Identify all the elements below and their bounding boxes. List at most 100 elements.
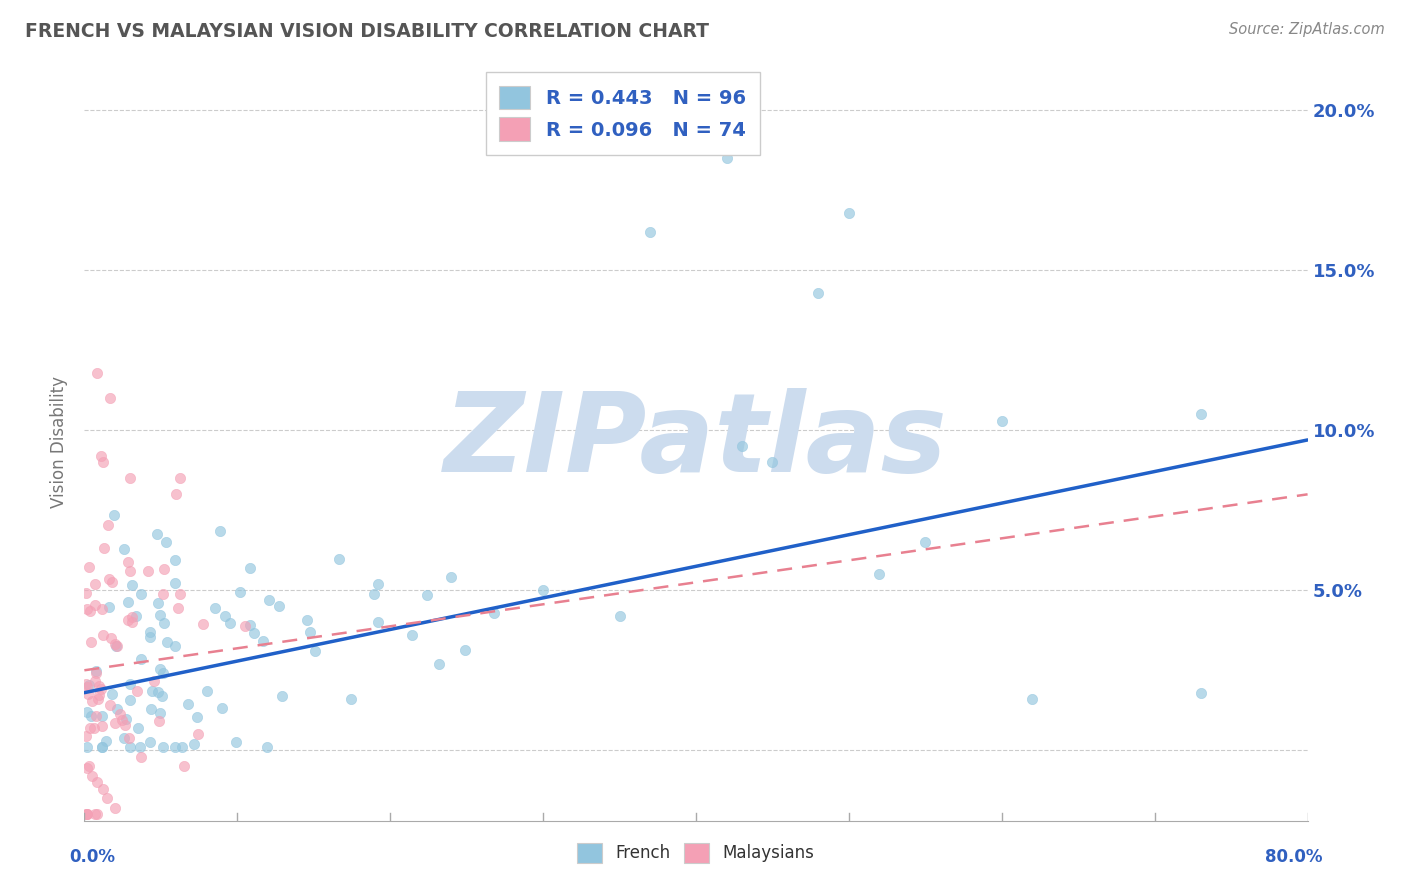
Text: FRENCH VS MALAYSIAN VISION DISABILITY CORRELATION CHART: FRENCH VS MALAYSIAN VISION DISABILITY CO… (25, 22, 709, 41)
Point (91, 602, 114, 616)
Point (76, 681, 98, 695)
Point (118, 740, 141, 755)
Point (156, 634, 179, 648)
Point (98, 698, 121, 712)
Point (165, 487, 187, 501)
Point (83, 721, 105, 735)
Point (90, 709, 112, 723)
Point (183, 738, 205, 752)
Point (139, 630, 162, 644)
Point (166, 601, 188, 615)
Point (193, 617, 215, 632)
Point (105, 702, 128, 716)
Point (121, 578, 143, 592)
Point (76, 740, 98, 755)
Point (152, 562, 174, 576)
Legend: French, Malaysians: French, Malaysians (571, 837, 821, 869)
Point (75, 807, 97, 822)
Point (77, 560, 100, 574)
Point (76, 807, 98, 822)
Point (229, 585, 252, 599)
Point (80, 769, 103, 783)
Point (170, 740, 193, 755)
Point (129, 740, 152, 755)
Point (76, 706, 98, 720)
Point (427, 657, 450, 671)
Point (82, 694, 104, 708)
Point (454, 643, 477, 657)
Point (90, 719, 112, 733)
Point (152, 587, 174, 601)
Point (363, 587, 385, 601)
Text: 80.0%: 80.0% (1265, 848, 1322, 866)
Text: Source: ZipAtlas.com: Source: ZipAtlas.com (1229, 22, 1385, 37)
Point (484, 607, 506, 621)
Point (270, 689, 292, 703)
Point (89, 679, 111, 693)
Point (1189, 408, 1212, 422)
Point (146, 685, 169, 699)
Point (163, 575, 186, 590)
Point (148, 663, 170, 677)
Point (233, 619, 256, 633)
Point (177, 697, 200, 711)
Point (91, 781, 114, 796)
Point (257, 593, 280, 607)
Point (117, 555, 139, 569)
Point (638, 225, 661, 239)
Point (139, 735, 162, 749)
Point (129, 652, 152, 666)
Point (131, 587, 153, 601)
Point (146, 526, 169, 541)
Point (165, 740, 187, 755)
Point (298, 624, 321, 639)
Point (225, 735, 247, 749)
Point (104, 637, 127, 651)
Point (304, 644, 326, 658)
Point (214, 608, 236, 623)
Point (125, 608, 148, 623)
Point (91, 455, 114, 469)
Point (96, 733, 118, 747)
Point (108, 706, 131, 721)
Point (101, 687, 124, 701)
Point (152, 740, 174, 755)
Point (118, 564, 141, 578)
Point (104, 716, 127, 731)
Point (415, 588, 437, 602)
Point (1189, 686, 1212, 700)
Point (86, 366, 108, 380)
Point (98, 572, 121, 586)
Point (75, 729, 97, 743)
Point (111, 714, 134, 728)
Text: 0.0%: 0.0% (70, 848, 115, 866)
Point (243, 626, 266, 640)
Point (609, 608, 631, 623)
Point (138, 624, 160, 639)
Point (138, 564, 160, 578)
Point (76, 602, 98, 616)
Point (914, 535, 936, 549)
Point (117, 613, 139, 627)
Point (146, 596, 169, 610)
Point (295, 614, 318, 628)
Point (120, 471, 142, 485)
Point (75, 586, 97, 600)
Point (716, 152, 738, 166)
Point (328, 552, 350, 566)
Point (79, 603, 101, 617)
Point (79, 634, 101, 648)
Point (761, 455, 783, 469)
Point (103, 508, 125, 522)
Text: ZIPatlas: ZIPatlas (444, 388, 948, 495)
Point (115, 712, 138, 726)
Point (367, 615, 389, 630)
Point (869, 567, 891, 582)
Point (79, 721, 101, 735)
Point (991, 414, 1014, 428)
Point (104, 801, 127, 815)
Point (267, 599, 290, 613)
Point (252, 633, 274, 648)
Point (149, 706, 172, 720)
Point (83, 807, 105, 822)
